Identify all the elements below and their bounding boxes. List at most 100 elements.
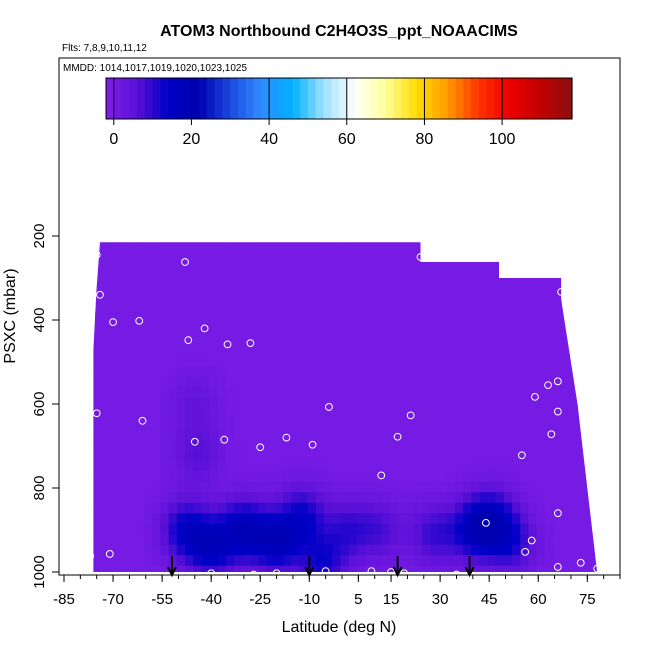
- heatmap-cell: [422, 261, 431, 273]
- heatmap-cell: [168, 418, 178, 430]
- heatmap-cell: [291, 324, 300, 336]
- heatmap-cell: [152, 292, 161, 304]
- heatmap-cell: [307, 250, 317, 262]
- heatmap-cell: [585, 450, 595, 462]
- heatmap-cell: [144, 481, 153, 493]
- heatmap-cell: [324, 513, 333, 525]
- heatmap-cell: [160, 523, 170, 535]
- heatmap-cell: [274, 460, 284, 472]
- heatmap-cell: [569, 355, 578, 367]
- heatmap-cell: [389, 471, 399, 483]
- sample-point: [105, 550, 114, 558]
- heatmap-cell: [438, 387, 448, 399]
- heatmap-cell: [463, 481, 472, 493]
- heatmap-cell: [209, 565, 219, 573]
- heatmap-cell: [552, 460, 562, 472]
- heatmap-cell: [446, 471, 456, 483]
- heatmap-cell: [463, 523, 472, 535]
- heatmap-cell: [185, 439, 194, 451]
- colorbar-frame: [105, 77, 573, 120]
- heatmap-cell: [274, 523, 284, 535]
- heatmap-cell: [185, 397, 194, 409]
- heatmap-cell: [356, 271, 366, 283]
- heatmap-cell: [479, 376, 489, 388]
- heatmap-cell: [209, 355, 219, 367]
- heatmap-cell: [250, 261, 260, 273]
- heatmap-cell: [225, 303, 235, 315]
- heatmap-cell: [577, 313, 587, 325]
- heatmap-cell: [348, 387, 358, 399]
- heatmap-cell: [389, 355, 399, 367]
- heatmap-cell: [413, 250, 423, 262]
- heatmap-cell: [413, 534, 423, 546]
- heatmap-cell: [242, 460, 251, 472]
- heatmap-cell: [266, 397, 276, 409]
- heatmap-cell: [176, 565, 186, 573]
- heatmap-cell: [512, 450, 521, 462]
- heatmap-cell: [373, 376, 382, 388]
- heatmap-cell: [209, 450, 219, 462]
- heatmap-cell: [381, 513, 390, 525]
- heatmap-cell: [315, 565, 325, 573]
- heatmap-cell: [119, 492, 129, 504]
- heatmap-cell: [602, 461, 611, 472]
- heatmap-cell: [258, 408, 268, 420]
- heatmap-cell: [127, 544, 137, 556]
- heatmap-cell: [520, 376, 529, 388]
- heatmap-cell: [512, 492, 521, 504]
- heatmap-cell: [495, 366, 505, 378]
- heatmap-cell: [585, 397, 595, 409]
- heatmap-cell: [397, 523, 407, 535]
- heatmap-cell: [258, 481, 268, 493]
- heatmap-cell: [291, 376, 300, 388]
- heatmap-cell: [446, 555, 456, 567]
- heatmap-cell: [479, 271, 489, 283]
- colorbar-swatch: [432, 78, 441, 119]
- heatmap-cell: [577, 282, 587, 294]
- heatmap-cell: [283, 313, 292, 325]
- heatmap-cell: [258, 261, 268, 273]
- colorbar-swatch: [401, 78, 410, 119]
- heatmap-cell: [185, 534, 194, 546]
- heatmap-cell: [397, 565, 407, 573]
- heatmap-cell: [95, 313, 104, 325]
- heatmap-cell: [520, 523, 529, 535]
- heatmap-cell: [168, 303, 178, 315]
- heatmap-cell: [307, 481, 317, 493]
- colorbar-swatch: [315, 78, 325, 119]
- heatmap-cell: [569, 523, 578, 535]
- heatmap-cell: [225, 481, 235, 493]
- heatmap-cell: [397, 481, 407, 493]
- x-tick-label: -40: [200, 591, 222, 608]
- heatmap-cell: [471, 471, 480, 483]
- heatmap-cell: [585, 387, 595, 399]
- heatmap-cell: [544, 439, 554, 451]
- heatmap-cell: [528, 513, 538, 525]
- plot-frame: [58, 57, 621, 576]
- sample-point: [393, 432, 402, 441]
- heatmap-cell: [544, 544, 554, 556]
- heatmap-cell: [577, 376, 587, 388]
- heatmap-cell: [307, 376, 317, 388]
- heatmap-cell: [119, 555, 129, 567]
- heatmap-cell: [274, 565, 284, 573]
- heatmap-cell: [503, 460, 513, 472]
- heatmap-cell: [544, 502, 554, 514]
- heatmap-cell: [487, 555, 497, 567]
- heatmap-cell: [503, 523, 513, 535]
- flights-subtitle: Flts: 7,8,9,10,11,12: [62, 43, 147, 54]
- heatmap-cell: [217, 271, 227, 283]
- heatmap-cell: [381, 565, 390, 573]
- heatmap-cell: [364, 429, 374, 441]
- heatmap-cell: [266, 481, 276, 493]
- heatmap-cell: [561, 355, 570, 367]
- heatmap-cell: [340, 460, 350, 472]
- heatmap-cell: [152, 429, 161, 441]
- heatmap-cell: [381, 544, 390, 556]
- heatmap-cell: [95, 471, 104, 483]
- heatmap-cell: [152, 355, 161, 367]
- heatmap-cell: [291, 387, 300, 399]
- heatmap-cell: [495, 471, 505, 483]
- heatmap-cell: [225, 324, 235, 336]
- heatmap-cell: [332, 292, 341, 304]
